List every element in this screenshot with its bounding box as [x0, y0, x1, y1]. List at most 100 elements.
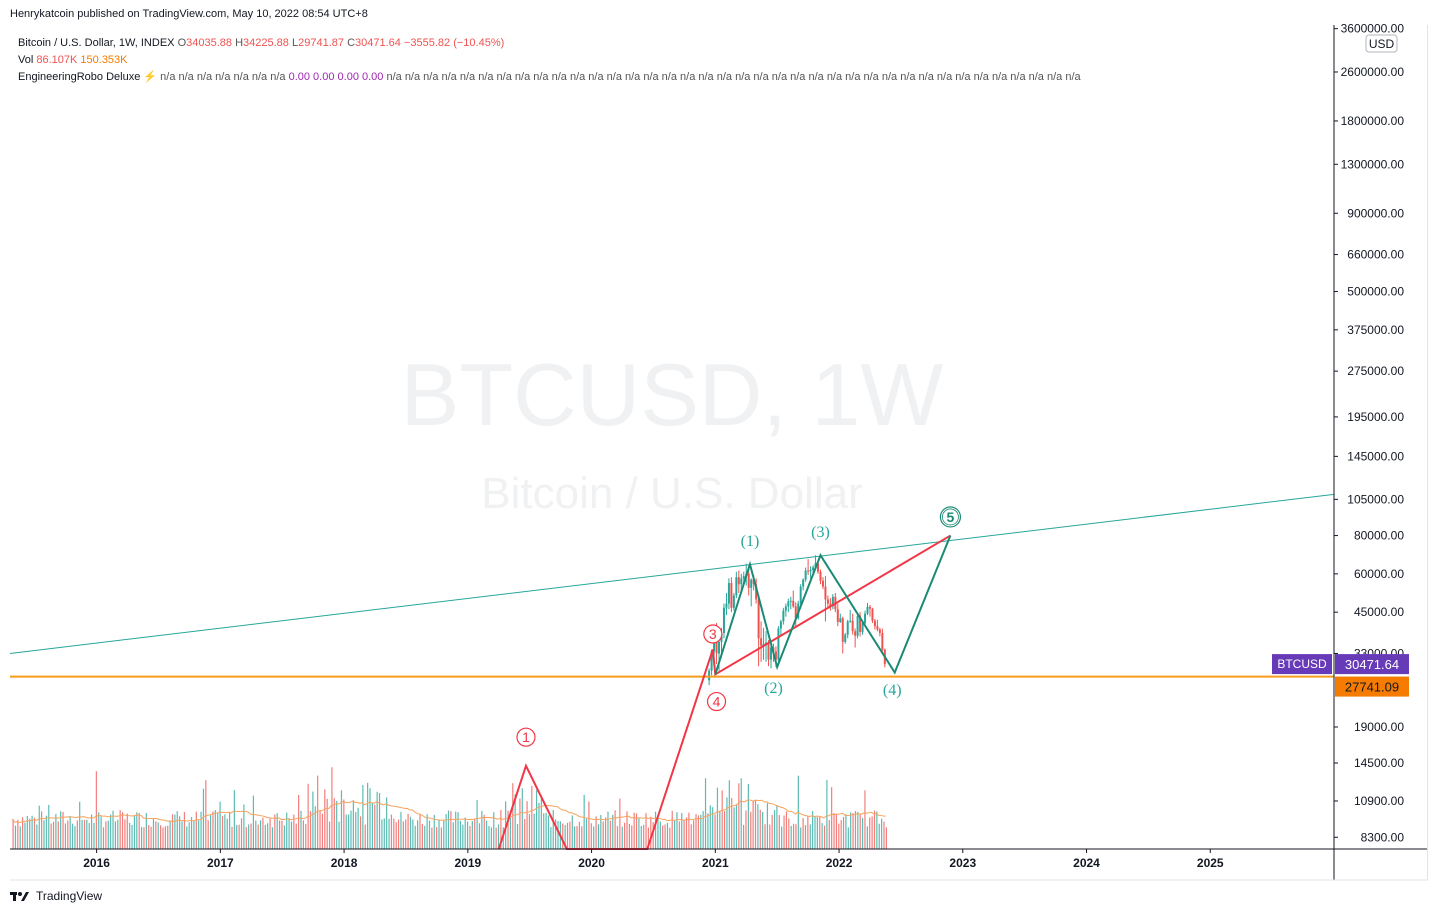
x-tick-label-8: 2024 — [1073, 856, 1100, 870]
time-axis[interactable]: 2016 2017 2018 2019 2020 2021 2022 2023 2024 2025 — [83, 849, 1224, 870]
candle-body-33 — [789, 600, 792, 602]
volume-bar — [233, 790, 235, 849]
wave-label-7: (4) — [883, 682, 902, 699]
candle-body-1 — [710, 651, 713, 671]
volume-bar — [776, 805, 778, 849]
volume-bar — [83, 819, 86, 849]
volume-bar — [412, 819, 414, 849]
volume-bar — [257, 824, 259, 849]
y-tick-label-14: 45000.00 — [1354, 605, 1404, 619]
volume-bar — [857, 811, 859, 849]
candle-body-7 — [725, 603, 728, 608]
volume-bar — [267, 823, 269, 849]
legend-indicator-name[interactable]: EngineeringRobo Deluxe — [18, 71, 141, 83]
volume-bar — [773, 810, 776, 849]
volume-bar — [367, 782, 369, 849]
volume-bar — [243, 804, 245, 849]
green-wave-path[interactable] — [714, 535, 952, 675]
y-tick-label-13: 60000.00 — [1354, 567, 1404, 581]
footer-brand: TradingView — [10, 889, 102, 903]
legend-high: 34225.88 — [243, 37, 289, 49]
volume-bar — [474, 818, 476, 849]
volume-bar — [614, 810, 616, 849]
candle-body-24 — [767, 642, 770, 660]
price-axis[interactable]: 3600000.00 2600000.00 1800000.00 1300000.00… — [1334, 22, 1404, 845]
volume-bar — [850, 812, 852, 849]
candle-body-12 — [737, 577, 740, 585]
volume-bar — [616, 825, 619, 849]
volume-bar — [383, 818, 385, 849]
volume-bar — [664, 824, 666, 849]
volume-bar — [52, 821, 55, 849]
legend-indicator-values-2: n/a n/a n/a n/a n/a n/a n/a n/a n/a n/a … — [386, 71, 1081, 83]
volume-bar — [86, 819, 88, 849]
wave-circle-2 — [706, 691, 727, 712]
volume-bar — [783, 815, 785, 849]
volume-ma-line — [12, 799, 886, 824]
volume-bar — [278, 820, 281, 849]
volume-bar — [143, 827, 145, 849]
candle-body-46 — [821, 580, 824, 587]
volume-bar — [747, 783, 749, 849]
volume-bar — [179, 816, 181, 849]
y-tick-label-8: 275000.00 — [1347, 364, 1404, 378]
volume-bar — [264, 824, 266, 849]
y-tick-label-18: 10900.00 — [1354, 794, 1404, 808]
y-tick-label-7: 375000.00 — [1347, 323, 1404, 337]
volume-bar — [298, 794, 300, 849]
volume-bar — [702, 811, 704, 849]
volume-bar — [198, 820, 200, 849]
volume-bar — [873, 810, 876, 849]
volume-bar — [555, 819, 557, 849]
volume-bar — [155, 821, 157, 849]
volume-bar — [516, 823, 519, 849]
legend-change: −3555.82 (−10.45%) — [403, 37, 505, 49]
volume-bar — [67, 820, 69, 849]
volume-bar — [152, 819, 155, 849]
currency-button[interactable]: USD — [1365, 34, 1398, 53]
volume-bar — [395, 822, 397, 849]
volume-bar — [390, 814, 393, 849]
volume-bar — [802, 818, 804, 849]
volume-bar — [336, 800, 338, 849]
volume-bar — [138, 812, 140, 849]
candle-body-31 — [784, 606, 787, 611]
candle-body-70 — [881, 632, 884, 650]
volume-bar — [93, 822, 95, 849]
candle-body-59 — [854, 631, 857, 636]
volume-bar — [126, 813, 128, 849]
volume-bar — [397, 819, 400, 849]
legend-symbol[interactable]: Bitcoin / U.S. Dollar, 1W, INDEX — [18, 37, 175, 49]
volume-bar — [657, 818, 659, 849]
volume-bar — [693, 820, 695, 849]
y-tick-label-0: 3600000.00 — [1341, 22, 1405, 36]
volume-bar — [276, 813, 278, 849]
volume-bar — [48, 804, 50, 849]
volume-bar — [633, 812, 635, 849]
volume-bar — [728, 780, 730, 849]
volume-bar — [33, 817, 36, 849]
volume-bar — [593, 826, 595, 849]
y-tick-label-9: 195000.00 — [1347, 410, 1404, 424]
volume-bar — [386, 797, 388, 849]
volume-bar — [547, 815, 550, 849]
volume-bar — [305, 823, 307, 849]
watermark: BTCUSD, 1W Bitcoin / U.S. Dollar — [401, 345, 944, 518]
volume-bar — [98, 812, 100, 849]
volume-bar — [804, 825, 807, 849]
volume-bar — [400, 811, 402, 849]
volume-bar — [300, 810, 302, 849]
volume-bar — [283, 825, 285, 849]
volume-bar — [740, 778, 742, 849]
volume-bar — [683, 820, 685, 849]
candle-body-29 — [779, 621, 782, 629]
trendline[interactable] — [9, 493, 1335, 654]
volume-bar — [738, 783, 740, 849]
legend-vol-label[interactable]: Vol — [18, 54, 34, 66]
volume-bar — [733, 807, 735, 849]
volume-bar — [255, 820, 257, 849]
volume-bar — [183, 812, 186, 849]
volume-bar — [50, 823, 52, 849]
volume-bar — [612, 814, 614, 849]
